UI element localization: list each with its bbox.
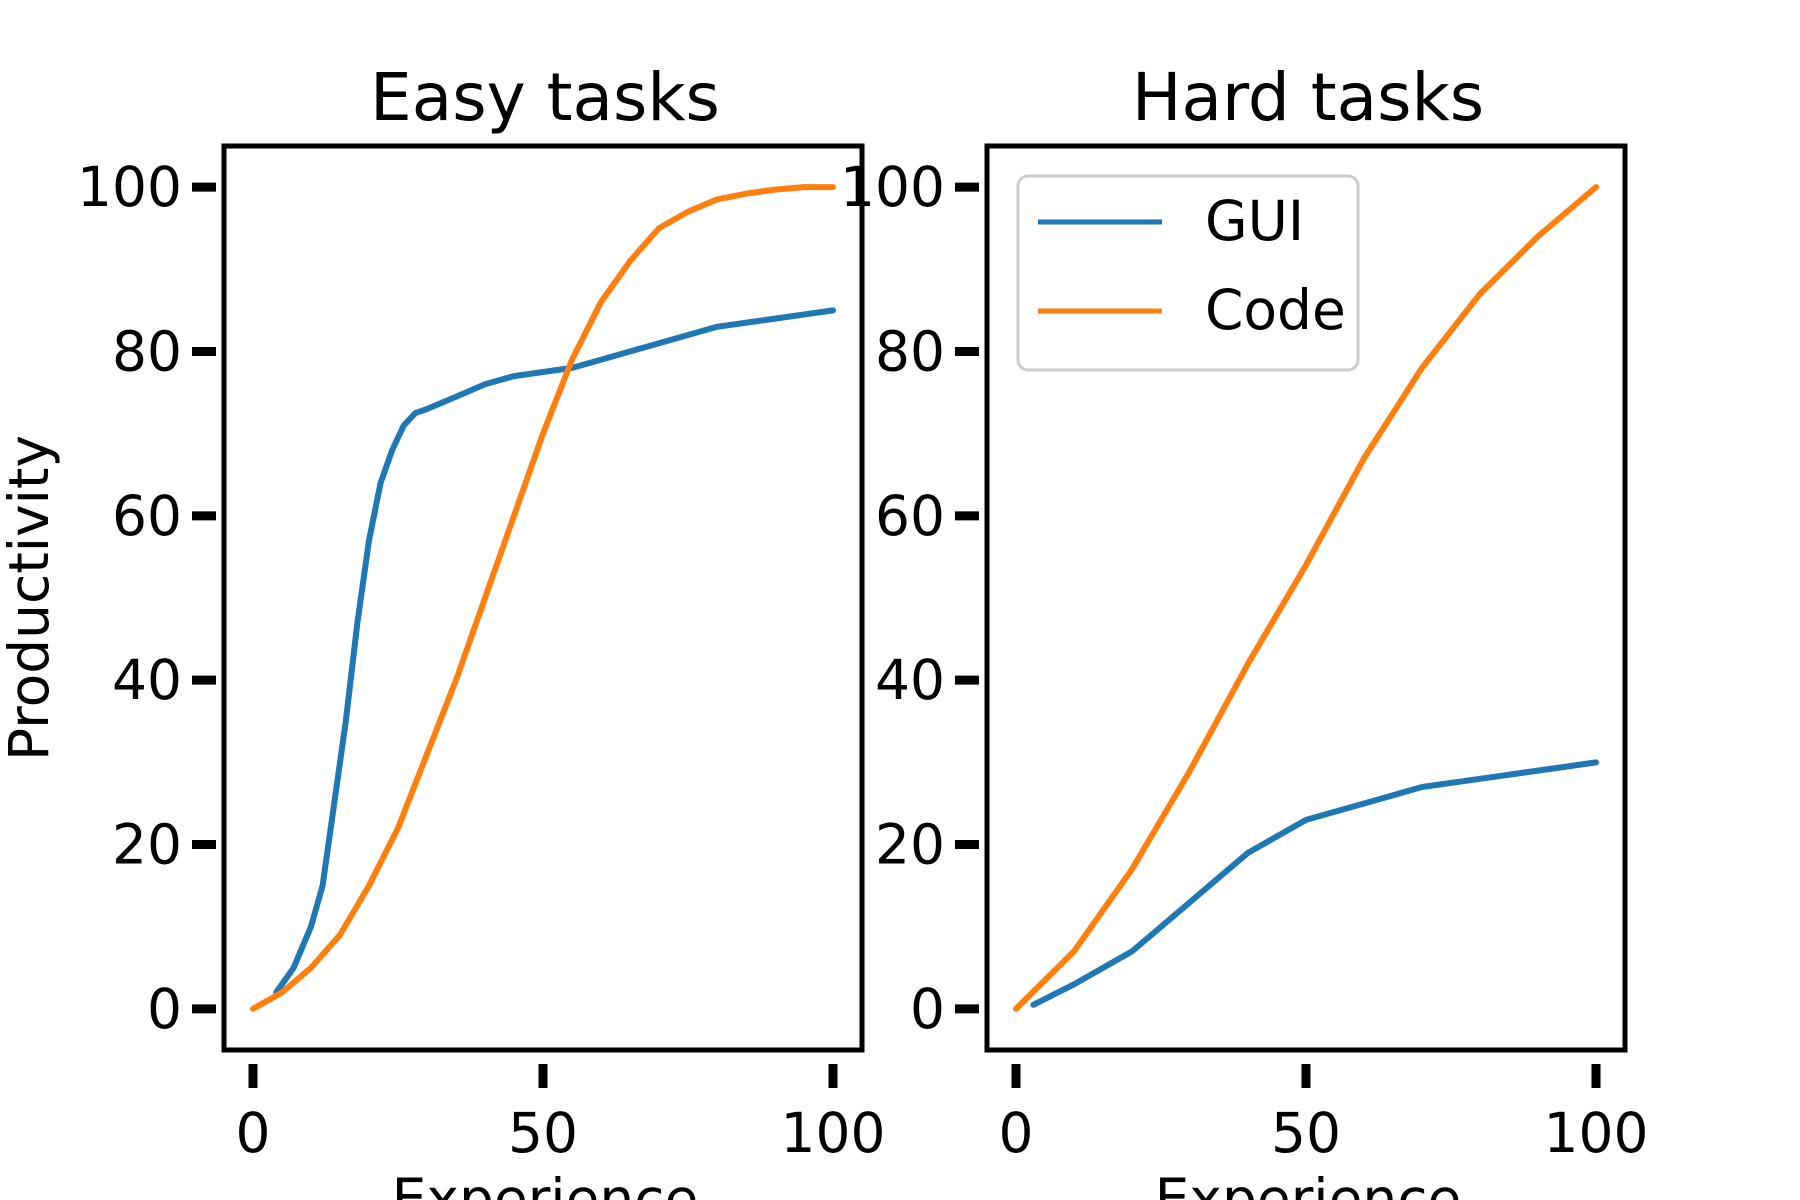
panel-title-easy: Easy tasks xyxy=(370,59,720,136)
ylabel-easy: Productivity xyxy=(0,435,61,761)
xlabel-hard: Experience xyxy=(1155,1167,1462,1200)
panel-easy: Easy tasks 0 20 40 60 80 100 0 50 100 Productivi… xyxy=(0,59,885,1200)
series-line-easy-code xyxy=(250,184,836,1012)
x-tick-label-easy-100: 100 xyxy=(781,1101,886,1165)
y-tick-label-hard-80: 80 xyxy=(875,319,945,383)
panel-hard: Hard tasks 0 20 40 60 80 100 0 50 100 Experience… xyxy=(840,59,1648,1200)
plot-frame-easy xyxy=(221,143,865,1053)
legend-label-code: Code xyxy=(1205,278,1346,342)
lines-easy xyxy=(250,184,836,1012)
x-tick-label-hard-0: 0 xyxy=(999,1101,1034,1165)
legend-label-gui: GUI xyxy=(1205,189,1304,253)
y-tick-label-easy-80: 80 xyxy=(112,319,182,383)
y-tick-label-easy-60: 60 xyxy=(112,484,182,548)
series-line-easy-gui xyxy=(273,307,836,996)
xlabel-easy: Experience xyxy=(392,1167,699,1200)
y-tick-label-easy-20: 20 xyxy=(112,813,182,877)
plot-frame-hard xyxy=(984,143,1628,1053)
ticks-hard: 0 20 40 60 80 100 0 50 100 xyxy=(840,155,1648,1165)
legend: GUI Code xyxy=(1016,174,1360,372)
x-tick-label-hard-50: 50 xyxy=(1271,1101,1341,1165)
x-tick-label-easy-0: 0 xyxy=(236,1101,271,1165)
y-tick-label-hard-0: 0 xyxy=(910,977,945,1041)
panel-title-hard: Hard tasks xyxy=(1132,59,1484,136)
lines-hard xyxy=(1013,184,1599,1012)
y-tick-label-hard-40: 40 xyxy=(875,648,945,712)
x-tick-label-hard-100: 100 xyxy=(1544,1101,1649,1165)
y-tick-label-hard-20: 20 xyxy=(875,813,945,877)
y-tick-label-hard-100: 100 xyxy=(840,155,945,219)
y-tick-label-hard-60: 60 xyxy=(875,484,945,548)
x-tick-label-easy-50: 50 xyxy=(508,1101,578,1165)
series-line-hard-gui xyxy=(1030,759,1599,1008)
ticks-easy: 0 20 40 60 80 100 0 50 100 xyxy=(77,155,885,1165)
y-tick-label-easy-40: 40 xyxy=(112,648,182,712)
y-tick-label-easy-0: 0 xyxy=(147,977,182,1041)
series-line-hard-code xyxy=(1013,184,1599,1012)
y-tick-label-easy-100: 100 xyxy=(77,155,182,219)
